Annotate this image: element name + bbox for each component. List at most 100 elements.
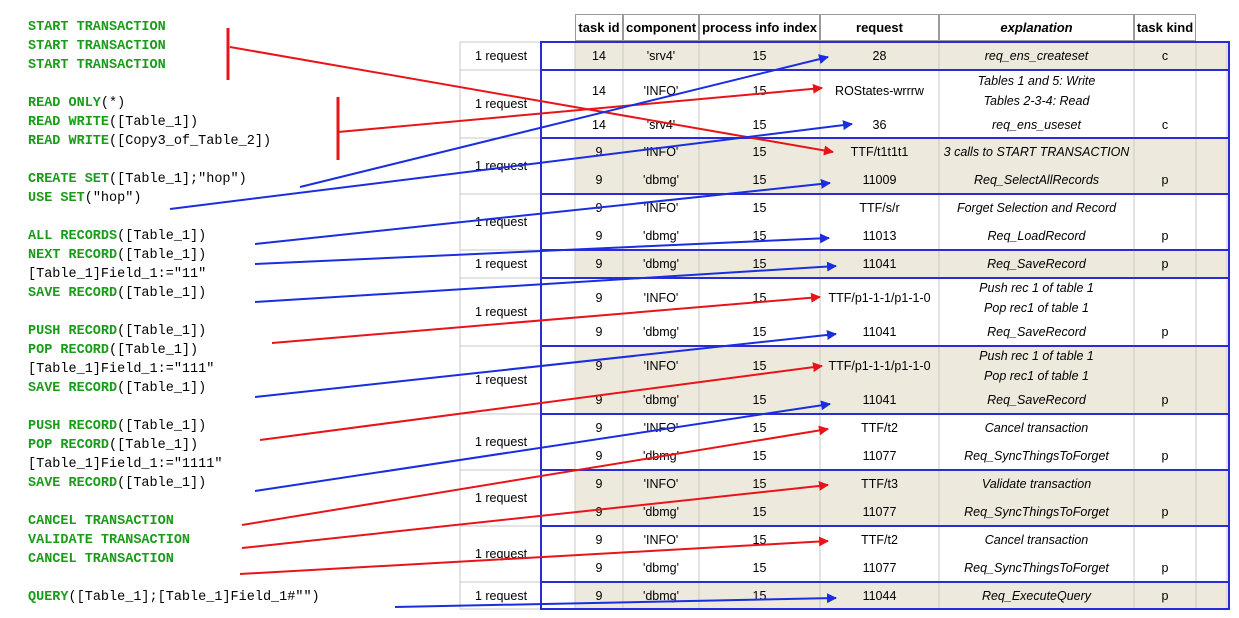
code-text: ("hop") (84, 191, 142, 206)
cell-component: 'dbmg' (642, 561, 680, 575)
cell-request: TTF/t2 (861, 533, 898, 547)
code-text: [Table_1]Field_1:="111" (28, 362, 215, 377)
code-line: START TRANSACTION (28, 20, 166, 36)
code-line: [Table_1]Field_1:="11" (28, 267, 206, 283)
cell-task-id: 9 (595, 325, 603, 339)
cell-kind: p (1161, 257, 1169, 271)
code-keyword: POP RECORD (28, 343, 110, 358)
code-line: CREATE SET([Table_1];"hop") (28, 172, 247, 188)
row-group-background (460, 346, 1227, 414)
cell-pii: 15 (752, 533, 767, 547)
mapping-arrow (169, 120, 853, 210)
cell-pii: 15 (752, 325, 767, 339)
code-keyword: READ ONLY (28, 96, 101, 111)
cell-request: 11041 (862, 257, 897, 271)
group-request-count: 1 request (474, 257, 528, 271)
mapping-arrow (241, 425, 829, 526)
code-line: [Table_1]Field_1:="1111" (28, 457, 222, 473)
cell-explanation: Tables 1 and 5: Write Tables 2-3-4: Read (977, 73, 1096, 108)
group-border (540, 469, 1230, 527)
code-keyword: CANCEL TRANSACTION (28, 514, 174, 529)
cell-request: 11077 (862, 561, 897, 575)
mapping-arrow (254, 329, 837, 398)
cell-request: ROStates-wrrrw (835, 83, 924, 98)
cell-component: 'dbmg' (642, 173, 680, 187)
cell-component: 'INFO' (643, 477, 679, 491)
cell-task-id: 9 (595, 449, 603, 463)
cell-kind: p (1161, 393, 1169, 407)
cell-explanation: Validate transaction (981, 477, 1092, 491)
code-line: READ WRITE([Table_1]) (28, 115, 198, 131)
code-keyword: VALIDATE TRANSACTION (28, 533, 191, 548)
code-keyword: QUERY (28, 590, 69, 605)
mapping-arrow (259, 362, 823, 441)
cell-pii: 15 (752, 505, 767, 519)
cell-task-id: 9 (595, 505, 603, 519)
code-keyword: START TRANSACTION (28, 58, 166, 73)
cell-explanation: 3 calls to START TRANSACTION (943, 145, 1130, 159)
mapping-arrow (337, 83, 823, 133)
code-text: ([Table_1]) (117, 476, 207, 491)
cell-request: 11077 (862, 505, 897, 519)
group-request-count: 1 request (474, 305, 528, 319)
cell-explanation: Push rec 1 of table 1 Pop rec1 of table … (979, 349, 1094, 383)
cell-request: 11044 (862, 588, 897, 603)
cell-task-id: 9 (595, 359, 603, 373)
cell-request: TTF/t1t1t1 (850, 145, 909, 159)
code-line: POP RECORD([Table_1]) (28, 343, 198, 359)
group-request-count: 1 request (474, 373, 528, 387)
code-keyword: SAVE RECORD (28, 476, 118, 491)
code-keyword: PUSH RECORD (28, 419, 118, 434)
cell-task-id: 9 (595, 291, 603, 305)
cell-task-id: 9 (595, 393, 603, 407)
cell-request: TTF/p1-1-1/p1-1-0 (828, 291, 931, 305)
cell-explanation: Req_SyncThingsToForget (964, 505, 1109, 519)
cell-explanation: Req_LoadRecord (987, 229, 1086, 243)
cell-request: 11041 (862, 325, 897, 339)
code-line: START TRANSACTION (28, 39, 166, 55)
mapping-arrow (254, 400, 831, 492)
cell-pii: 15 (752, 561, 767, 575)
code-keyword: CREATE SET (28, 172, 110, 187)
code-line: READ ONLY(*) (28, 96, 125, 112)
mapping-arrow (229, 46, 834, 156)
code-text: ([Table_1]) (109, 438, 199, 453)
cell-component: 'INFO' (643, 359, 679, 373)
cell-task-id: 9 (595, 561, 603, 575)
cell-request: 11041 (862, 393, 897, 407)
code-keyword: NEXT RECORD (28, 248, 118, 263)
cell-kind: p (1161, 561, 1169, 575)
cell-component: 'dbmg' (642, 505, 680, 519)
code-line: [Table_1]Field_1:="111" (28, 362, 214, 378)
code-text: [Table_1]Field_1:="11" (28, 267, 207, 282)
code-text: (*) (100, 96, 126, 111)
cell-component: 'srv4' (646, 49, 676, 63)
group-request-count: 1 request (474, 97, 528, 111)
group-request-count: 1 request (474, 435, 528, 449)
column-header: process info index (699, 14, 820, 41)
cell-request: 11013 (862, 229, 897, 243)
cell-kind: p (1161, 173, 1169, 187)
code-line: PUSH RECORD([Table_1]) (28, 419, 206, 435)
cell-pii: 15 (752, 257, 767, 271)
code-keyword: START TRANSACTION (28, 20, 166, 35)
cell-request: TTF/t2 (861, 421, 898, 435)
cell-request: TTF/s/r (859, 201, 900, 215)
group-request-count: 1 request (474, 588, 528, 603)
cell-component: 'INFO' (643, 533, 679, 547)
code-text: [Table_1]Field_1:="1111" (28, 457, 223, 472)
group-border (540, 345, 1230, 415)
cell-request: 36 (872, 117, 887, 132)
cell-component: 'INFO' (643, 291, 679, 305)
cell-task-id: 9 (595, 257, 603, 271)
cell-component: 'INFO' (643, 83, 679, 98)
column-header: task id (575, 14, 623, 41)
cell-request: 11009 (862, 173, 897, 187)
cell-explanation: Req_SelectAllRecords (973, 173, 1100, 187)
cell-pii: 15 (752, 229, 767, 243)
mapping-arrow (394, 593, 837, 608)
cell-component: 'dbmg' (642, 229, 680, 243)
cell-explanation: Req_SyncThingsToForget (964, 449, 1109, 463)
code-text: ([Table_1]) (117, 248, 207, 263)
cell-pii: 15 (752, 49, 767, 63)
